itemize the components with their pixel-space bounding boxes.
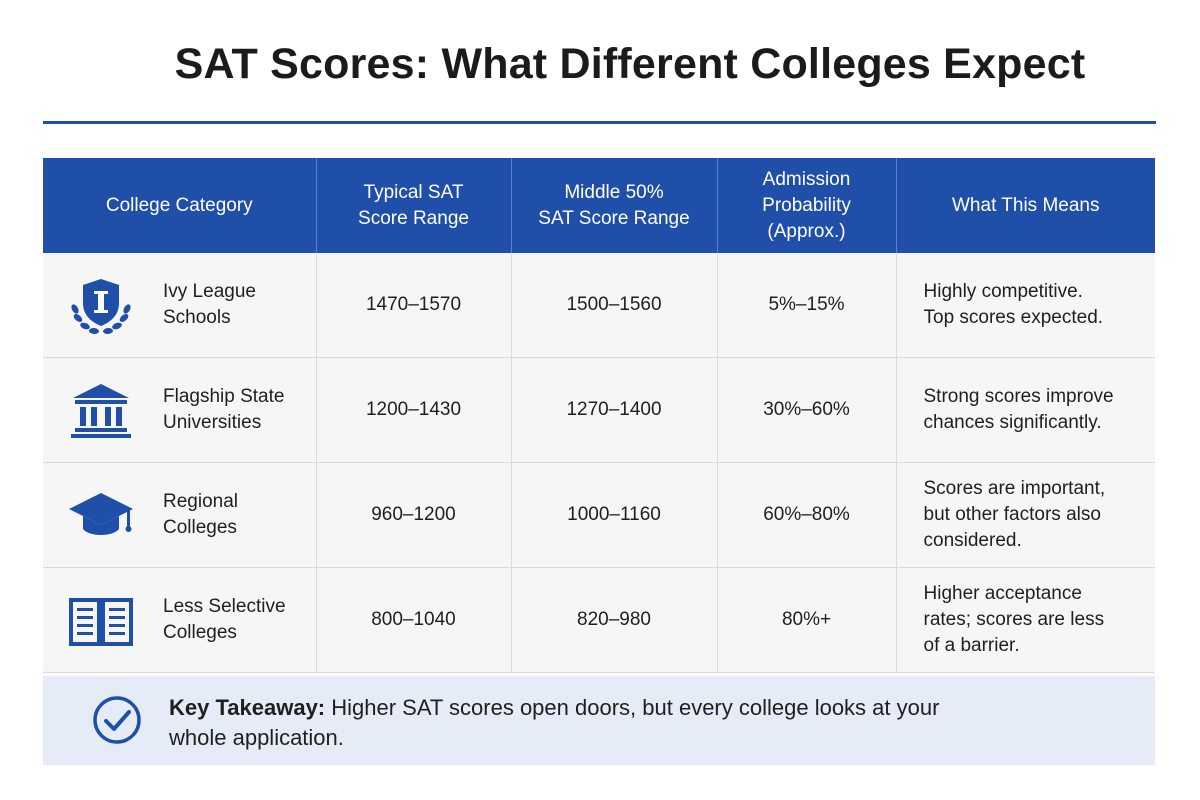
page-title: SAT Scores: What Different Colleges Expe… — [174, 40, 1086, 88]
typical-range-cell: 800–1040 — [316, 567, 512, 673]
key-takeaway-text: Key Takeaway: Higher SAT scores open doo… — [169, 695, 940, 750]
header-typical-range: Typical SAT Score Range — [316, 158, 512, 253]
government-building-icon — [67, 380, 135, 440]
probability-cell: 80%+ — [717, 567, 897, 673]
middle-50-cell: 1270–1400 — [511, 357, 718, 463]
header-college-category: College Category — [43, 158, 317, 253]
middle-50-cell: 1000–1160 — [511, 462, 718, 568]
category-cell: Less Selective Colleges — [43, 567, 317, 673]
open-book-icon — [67, 590, 135, 650]
middle-50-cell: 1500–1560 — [511, 253, 718, 358]
middle-50-cell: 820–980 — [511, 567, 718, 673]
meaning-cell: Higher acceptance rates; scores are less o… — [896, 567, 1155, 673]
check-circle-icon — [91, 694, 143, 746]
meaning-cell: Highly competitive. Top scores expected. — [896, 253, 1155, 358]
key-takeaway-banner: Key Takeaway: Higher SAT scores open doo… — [43, 676, 1155, 765]
header-middle-50: Middle 50% SAT Score Range — [511, 158, 718, 253]
probability-cell: 5%–15% — [717, 253, 897, 358]
meaning-cell: Scores are important, but other factors a… — [896, 462, 1155, 568]
table-row: Flagship State Universities 1200–1430 127… — [43, 357, 1155, 463]
header-what-this-means: What This Means — [896, 158, 1155, 253]
typical-range-cell: 1470–1570 — [316, 253, 512, 358]
probability-cell: 60%–80% — [717, 462, 897, 568]
table-row: Ivy League Schools 1470–1570 1500–1560 5%… — [43, 253, 1155, 358]
header-admission-probability: Admission Probability (Approx.) — [717, 158, 897, 253]
probability-cell: 30%–60% — [717, 357, 897, 463]
table-row: Less Selective Colleges 800–1040 820–980 … — [43, 567, 1155, 673]
graduation-cap-icon — [67, 485, 135, 545]
sat-table: College Category Typical SAT Score Range … — [43, 158, 1155, 673]
table-row: Regional Colleges 960–1200 1000–1160 60%–… — [43, 462, 1155, 568]
shield-laurel-icon — [67, 275, 135, 335]
category-cell: Ivy League Schools — [43, 253, 317, 358]
key-takeaway-label: Key Takeaway: — [169, 695, 326, 720]
title-divider — [43, 121, 1156, 124]
typical-range-cell: 960–1200 — [316, 462, 512, 568]
typical-range-cell: 1200–1430 — [316, 357, 512, 463]
meaning-cell: Strong scores improve chances significant… — [896, 357, 1155, 463]
category-cell: Regional Colleges — [43, 462, 317, 568]
category-cell: Flagship State Universities — [43, 357, 317, 463]
table-header-row: College Category Typical SAT Score Range … — [43, 158, 1155, 253]
